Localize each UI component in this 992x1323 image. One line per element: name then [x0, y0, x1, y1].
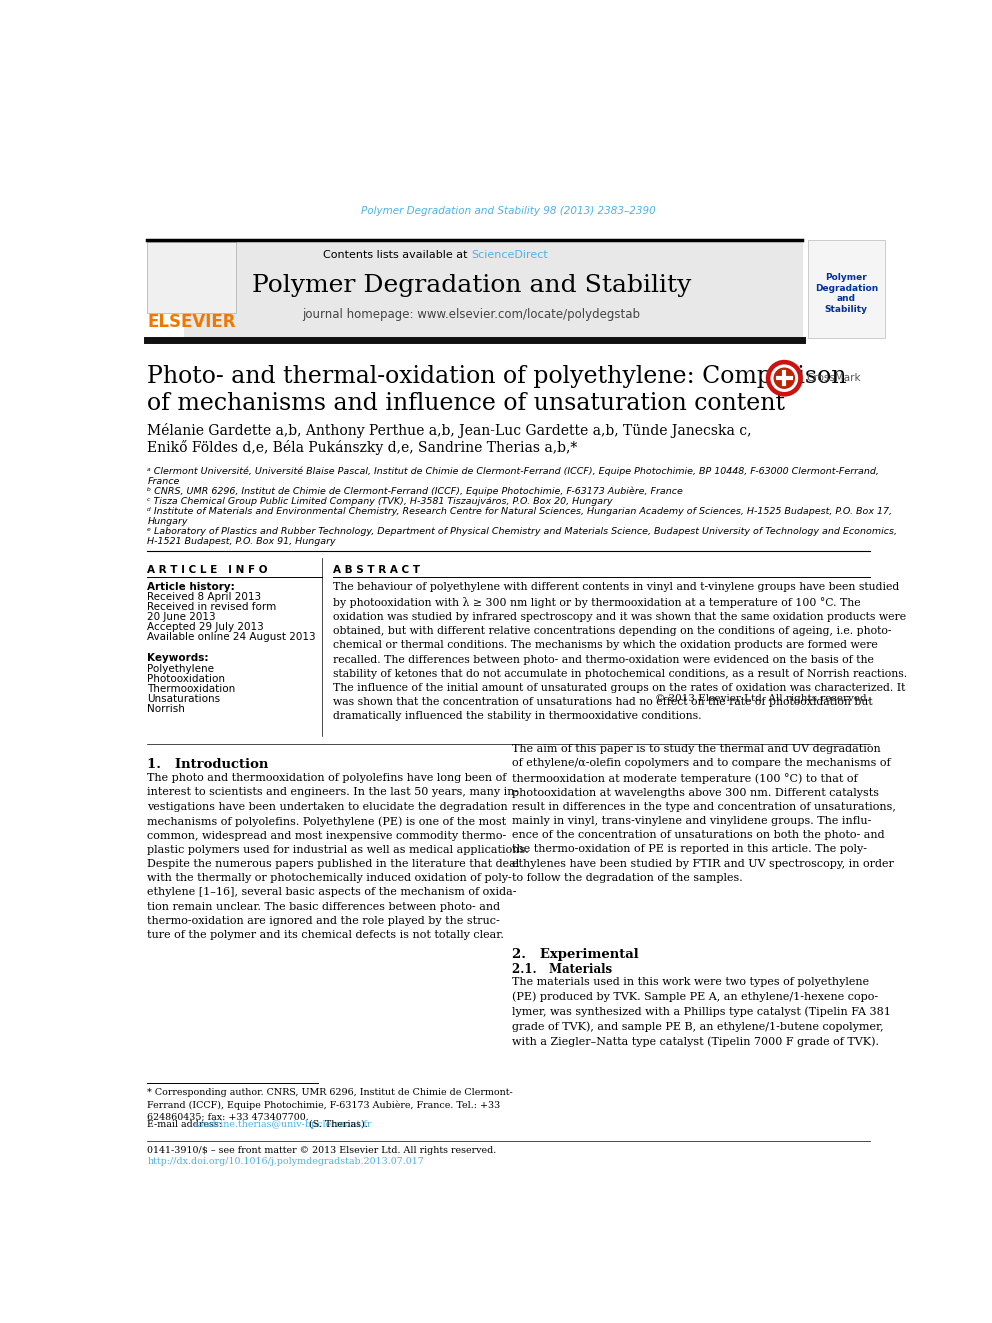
Text: The behaviour of polyethylene with different contents in vinyl and t-vinylene gr: The behaviour of polyethylene with diffe… [333, 582, 908, 721]
Text: The aim of this paper is to study the thermal and UV degradation
of ethylene/α-o: The aim of this paper is to study the th… [512, 744, 896, 882]
FancyBboxPatch shape [807, 241, 885, 339]
Text: Polyethylene: Polyethylene [147, 664, 214, 673]
Text: of mechanisms and influence of unsaturation content: of mechanisms and influence of unsaturat… [147, 392, 786, 415]
Text: ᵉ Laboratory of Plastics and Rubber Technology, Department of Physical Chemistry: ᵉ Laboratory of Plastics and Rubber Tech… [147, 527, 897, 536]
Text: Mélanie Gardette a,b, Anthony Perthue a,b, Jean-Luc Gardette a,b, Tünde Janecska: Mélanie Gardette a,b, Anthony Perthue a,… [147, 423, 752, 438]
Text: (S. Therias).: (S. Therias). [307, 1119, 368, 1129]
Text: Photooxidation: Photooxidation [147, 673, 225, 684]
Text: © 2013 Elsevier Ltd. All rights reserved.: © 2013 Elsevier Ltd. All rights reserved… [655, 693, 870, 703]
Text: E-mail address:: E-mail address: [147, 1119, 225, 1129]
Text: Polymer
Degradation
and
Stability: Polymer Degradation and Stability [814, 274, 878, 314]
Circle shape [774, 368, 795, 388]
Text: ᶜ Tisza Chemical Group Public Limited Company (TVK), H-3581 Tiszaujváros, P.O. B: ᶜ Tisza Chemical Group Public Limited Co… [147, 497, 613, 505]
FancyBboxPatch shape [147, 242, 236, 312]
Text: Enikő Földes d,e, Béla Pukánszky d,e, Sandrine Therias a,b,*: Enikő Földes d,e, Béla Pukánszky d,e, Sa… [147, 439, 577, 455]
Text: A B S T R A C T: A B S T R A C T [333, 565, 421, 574]
Text: ScienceDirect: ScienceDirect [471, 250, 548, 261]
Text: The materials used in this work were two types of polyethylene
(PE) produced by : The materials used in this work were two… [512, 978, 891, 1048]
Text: ELSEVIER: ELSEVIER [148, 314, 236, 331]
Text: Contents lists available at: Contents lists available at [323, 250, 471, 261]
Text: journal homepage: www.elsevier.com/locate/polydegstab: journal homepage: www.elsevier.com/locat… [303, 308, 640, 320]
Text: Keywords:: Keywords: [147, 654, 208, 663]
Text: Article history:: Article history: [147, 582, 235, 593]
Circle shape [771, 365, 798, 392]
Text: CrossMark: CrossMark [806, 373, 861, 384]
Text: http://dx.doi.org/10.1016/j.polymdegradstab.2013.07.017: http://dx.doi.org/10.1016/j.polymdegrads… [147, 1156, 424, 1166]
Text: * Corresponding author. CNRS, UMR 6296, Institut de Chimie de Clermont-
Ferrand : * Corresponding author. CNRS, UMR 6296, … [147, 1088, 513, 1122]
Text: 2.1.   Materials: 2.1. Materials [512, 963, 612, 976]
Circle shape [767, 360, 803, 396]
Text: Received in revised form: Received in revised form [147, 602, 277, 611]
Text: Polymer Degradation and Stability 98 (2013) 2383–2390: Polymer Degradation and Stability 98 (20… [361, 206, 656, 216]
Text: Unsaturations: Unsaturations [147, 693, 220, 704]
Text: France: France [147, 476, 180, 486]
Text: Thermooxidation: Thermooxidation [147, 684, 235, 693]
Text: 20 June 2013: 20 June 2013 [147, 611, 216, 622]
Text: A R T I C L E   I N F O: A R T I C L E I N F O [147, 565, 268, 574]
Text: H-1521 Budapest, P.O. Box 91, Hungary: H-1521 Budapest, P.O. Box 91, Hungary [147, 537, 336, 546]
Text: Norrish: Norrish [147, 704, 186, 714]
FancyBboxPatch shape [185, 241, 803, 339]
Text: The photo and thermooxidation of polyolefins have long been of
interest to scien: The photo and thermooxidation of polyole… [147, 773, 529, 939]
Text: sandrine.therias@univ-bpclermont.fr: sandrine.therias@univ-bpclermont.fr [193, 1119, 372, 1129]
Text: Polymer Degradation and Stability: Polymer Degradation and Stability [252, 274, 690, 298]
Text: Hungary: Hungary [147, 517, 187, 525]
Text: 2.   Experimental: 2. Experimental [512, 949, 638, 960]
Text: 0141-3910/$ – see front matter © 2013 Elsevier Ltd. All rights reserved.: 0141-3910/$ – see front matter © 2013 El… [147, 1146, 497, 1155]
Text: Available online 24 August 2013: Available online 24 August 2013 [147, 631, 315, 642]
Text: ᵇ CNRS, UMR 6296, Institut de Chimie de Clermont-Ferrand (ICCF), Equipe Photochi: ᵇ CNRS, UMR 6296, Institut de Chimie de … [147, 487, 683, 496]
Text: ᵃ Clermont Université, Université Blaise Pascal, Institut de Chimie de Clermont-: ᵃ Clermont Université, Université Blaise… [147, 467, 879, 476]
Text: ᵈ Institute of Materials and Environmental Chemistry, Research Centre for Natura: ᵈ Institute of Materials and Environment… [147, 507, 892, 516]
Text: Received 8 April 2013: Received 8 April 2013 [147, 591, 261, 602]
Text: Photo- and thermal-oxidation of polyethylene: Comparison: Photo- and thermal-oxidation of polyethy… [147, 365, 847, 388]
Text: Accepted 29 July 2013: Accepted 29 July 2013 [147, 622, 264, 631]
Text: 1.   Introduction: 1. Introduction [147, 758, 269, 771]
